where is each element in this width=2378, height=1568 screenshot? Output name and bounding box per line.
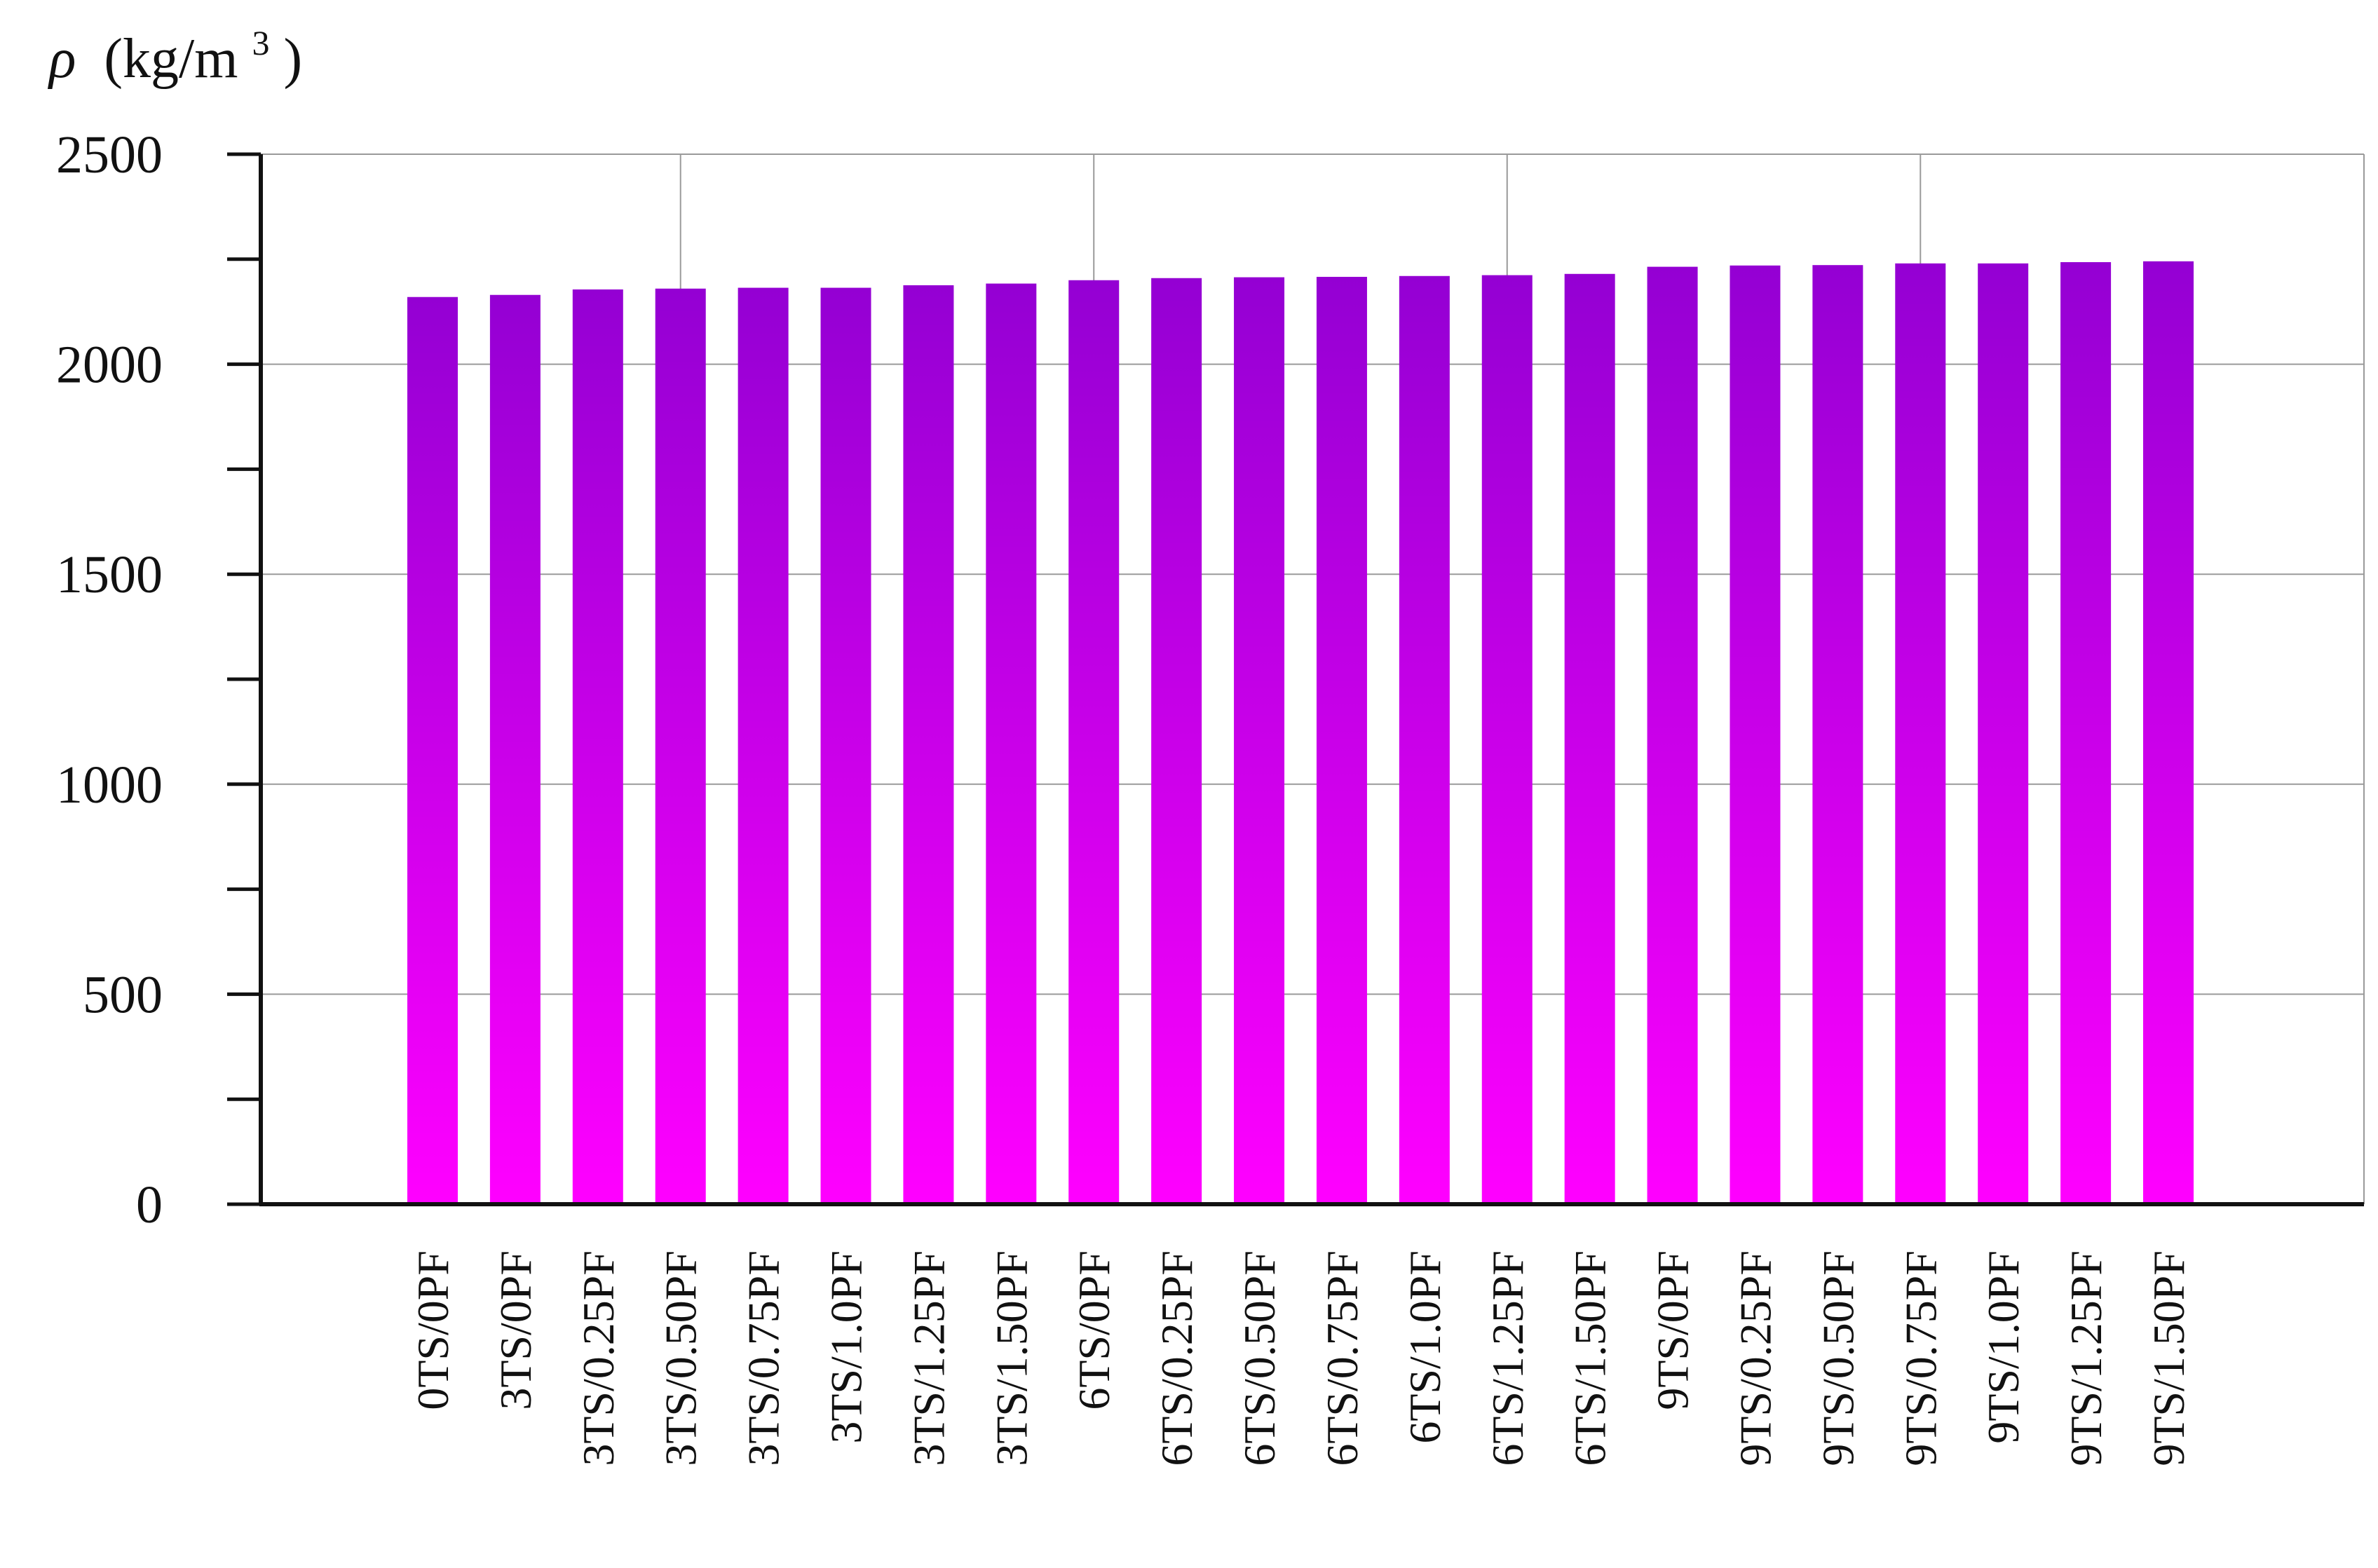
x-category-label: 6TS/1.50PF — [1565, 1250, 1615, 1466]
bar-3ts-1-25pf — [903, 285, 954, 1204]
bar-3ts-0-25pf — [572, 289, 623, 1205]
x-category-label: 6TS/1.25PF — [1483, 1250, 1533, 1466]
y-tick-label: 1500 — [56, 545, 163, 604]
bar-6ts-1-0pf — [1399, 275, 1450, 1204]
bar-9ts-0-25pf — [1730, 265, 1781, 1205]
x-category-label: 9TS/1.25PF — [2061, 1250, 2111, 1466]
x-category-label: 6TS/0.50PF — [1235, 1250, 1284, 1466]
x-category-label: 3TS/0.75PF — [739, 1250, 789, 1466]
x-category-label: 0TS/0PF — [408, 1250, 458, 1410]
x-category-label: 9TS/1.50PF — [2144, 1250, 2194, 1466]
x-category-label: 3TS/0.25PF — [573, 1250, 623, 1466]
bar-3ts-1-0pf — [820, 287, 871, 1204]
bar-6ts-0-25pf — [1151, 278, 1202, 1204]
bar-6ts-0-50pf — [1234, 277, 1285, 1204]
x-category-label: 3TS/0.50PF — [656, 1250, 706, 1466]
x-category-label: 3TS/1.0PF — [822, 1250, 871, 1444]
y-tick-label: 2000 — [56, 336, 163, 395]
bar-3ts-0pf — [489, 294, 541, 1205]
x-category-label: 6TS/0.25PF — [1152, 1250, 1202, 1466]
labels: 0 500 1000 1500 2000 2500 0TS/0PF 3TS/0PF 3TS/0.… — [56, 125, 2194, 1466]
bar-3ts-0-50pf — [655, 288, 706, 1204]
y-tick-label: 2500 — [56, 125, 163, 184]
x-category-label: 3TS/1.25PF — [904, 1250, 953, 1466]
x-category-label: 6TS/1.0PF — [1400, 1250, 1450, 1444]
y-tick-label: 0 — [136, 1175, 163, 1234]
bar-9ts-0-75pf — [1895, 263, 1946, 1204]
x-category-label: 9TS/0.50PF — [1813, 1250, 1863, 1466]
y-tick-label: 500 — [83, 965, 163, 1024]
y-axis-unit-close: ) — [284, 28, 303, 90]
x-category-label: 9TS/0.75PF — [1896, 1250, 1945, 1466]
y-axis-title: ρ (kg/m 3 ) — [47, 6, 302, 90]
x-category-label: 9TS/0.25PF — [1730, 1250, 1780, 1466]
bar-3ts-0-75pf — [738, 287, 789, 1204]
x-category-label: 3TS/0PF — [491, 1250, 541, 1410]
bar-9ts-0-50pf — [1812, 265, 1863, 1204]
bar-9ts-1-25pf — [2060, 261, 2112, 1204]
y-axis-symbol: ρ — [47, 28, 76, 90]
x-category-label: 3TS/1.50PF — [986, 1250, 1036, 1466]
bar-9ts-1-50pf — [2143, 261, 2194, 1204]
bar-6ts-0-75pf — [1316, 276, 1367, 1204]
x-category-label: 9TS/1.0PF — [1978, 1250, 2028, 1444]
bar-9ts-1-0pf — [1978, 263, 2029, 1204]
bar-0ts-0pf — [407, 296, 458, 1204]
bar-9ts-0pf — [1647, 266, 1698, 1205]
x-category-label: 6TS/0PF — [1069, 1250, 1119, 1410]
y-axis-unit: (kg/m — [104, 28, 238, 90]
y-axis-unit-exponent: 3 — [252, 23, 270, 62]
bar-6ts-1-50pf — [1564, 273, 1615, 1205]
x-category-label: 6TS/0.75PF — [1317, 1250, 1367, 1466]
y-tick-label: 1000 — [56, 756, 163, 814]
axes — [227, 152, 2364, 1206]
x-category-label: 9TS/0PF — [1648, 1250, 1698, 1410]
bar-6ts-0pf — [1068, 280, 1120, 1204]
bar-6ts-1-25pf — [1481, 275, 1533, 1205]
bar-3ts-1-50pf — [986, 283, 1037, 1204]
bars — [407, 261, 2194, 1205]
